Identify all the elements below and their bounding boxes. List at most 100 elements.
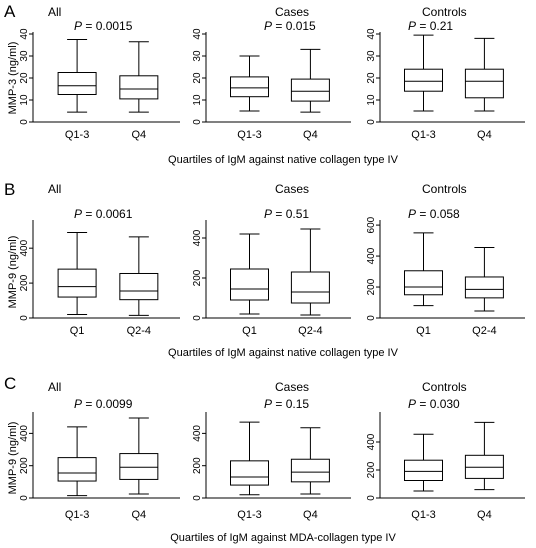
category-label: Q1-3 xyxy=(237,129,261,141)
y-tick-label: 0 xyxy=(366,315,377,321)
p-value-symbol: P xyxy=(408,19,416,33)
category-label: Q1-3 xyxy=(411,509,435,521)
p-value-number: = 0.030 xyxy=(416,397,460,411)
p-value-symbol: P xyxy=(408,397,416,411)
p-value-symbol: P xyxy=(74,397,82,411)
subplot-all: All P = 0.0061 0 200 400 Q1 Q2-4 xyxy=(19,182,180,337)
p-value-symbol: P xyxy=(74,207,82,221)
iqr-box xyxy=(57,268,97,298)
p-value: P = 0.21 xyxy=(408,19,453,33)
subplot-title: Cases xyxy=(275,182,309,196)
y-tick-label: 200 xyxy=(366,278,377,295)
y-tick-label: 20 xyxy=(192,72,203,84)
category-label: Q2-4 xyxy=(472,325,496,337)
box-1 xyxy=(57,426,97,497)
y-tick-label: 200 xyxy=(366,461,377,478)
y-tick-label: 0 xyxy=(19,119,30,125)
axes xyxy=(379,220,525,319)
iqr-box xyxy=(119,75,159,100)
y-tick-label: 40 xyxy=(192,28,203,40)
p-value-number: = 0.21 xyxy=(416,19,453,33)
iqr-box xyxy=(57,72,97,95)
category-label: Q1-3 xyxy=(65,509,89,521)
box-2 xyxy=(119,236,159,316)
iqr-box xyxy=(290,458,330,483)
y-tick-label: 40 xyxy=(366,28,377,40)
panel-b: B MMP-9 (ng/ml) Quartiles of IgM against n… xyxy=(4,180,525,359)
subplot-title: All xyxy=(48,182,61,196)
panel-a: A MMP-3 (ng/ml) Quartiles of IgM against n… xyxy=(4,2,525,166)
subplot-title: Controls xyxy=(422,182,467,196)
p-value: P = 0.058 xyxy=(408,207,460,221)
y-tick-label: 10 xyxy=(192,94,203,106)
subplot-all: All P = 0.0015 0 10 20 30 40 Q1-3 Q4 xyxy=(19,5,180,141)
box-1 xyxy=(57,231,97,316)
panel-letter: C xyxy=(4,374,16,393)
y-tick-label: 200 xyxy=(19,457,30,474)
category-label: Q2-4 xyxy=(298,325,322,337)
subplot-title: All xyxy=(48,380,61,394)
x-axis-label: Quartiles of IgM against native collagen… xyxy=(168,154,399,166)
category-label: Q1 xyxy=(416,325,431,337)
box-2 xyxy=(290,48,330,113)
p-value-number: = 0.058 xyxy=(416,207,460,221)
y-tick-label: 0 xyxy=(192,119,203,125)
box-2 xyxy=(119,41,159,113)
box-1 xyxy=(404,232,443,307)
iqr-box xyxy=(290,271,330,304)
y-tick-label: 10 xyxy=(366,94,377,106)
y-tick-label: 30 xyxy=(19,50,30,62)
y-tick-label: 30 xyxy=(192,50,203,62)
p-value-number: = 0.0099 xyxy=(82,397,133,411)
p-value-number: = 0.015 xyxy=(272,19,316,33)
box-1 xyxy=(404,433,443,492)
iqr-box xyxy=(290,78,330,102)
p-value-symbol: P xyxy=(264,19,272,33)
axes xyxy=(205,412,351,499)
y-tick-label: 0 xyxy=(366,119,377,125)
y-axis-label: MMP-9 (ng/ml) xyxy=(7,422,19,495)
y-tick-label: 400 xyxy=(192,425,203,442)
box-2 xyxy=(464,247,504,312)
category-label: Q4 xyxy=(477,509,492,521)
y-tick-label: 0 xyxy=(192,315,203,321)
subplot-controls: Controls P = 0.030 0 200 400 Q1-3 Q4 xyxy=(366,380,525,521)
p-value: P = 0.0099 xyxy=(74,397,133,411)
y-tick-label: 400 xyxy=(19,425,30,442)
iqr-box xyxy=(464,276,504,299)
box-2 xyxy=(290,427,330,495)
box-2 xyxy=(290,228,330,316)
iqr-box xyxy=(404,68,443,92)
y-tick-label: 0 xyxy=(19,495,30,501)
subplot-title: Cases xyxy=(275,380,309,394)
category-label: Q2-4 xyxy=(127,325,151,337)
y-tick-label: 400 xyxy=(366,433,377,450)
panel-c: C MMP-9 (ng/ml) Quartiles of IgM against M… xyxy=(4,374,525,544)
box-2 xyxy=(464,37,504,112)
y-axis-label: MMP-9 (ng/ml) xyxy=(7,236,19,309)
iqr-box xyxy=(230,76,269,98)
box-1 xyxy=(404,34,443,112)
y-tick-label: 400 xyxy=(19,239,30,256)
iqr-box xyxy=(119,272,159,301)
category-label: Q1-3 xyxy=(237,509,261,521)
category-label: Q4 xyxy=(303,129,318,141)
category-label: Q1 xyxy=(70,325,85,337)
x-axis-label: Quartiles of IgM against native collagen… xyxy=(168,347,399,359)
box-1 xyxy=(57,39,97,113)
axes xyxy=(205,32,351,123)
p-value: P = 0.015 xyxy=(264,19,316,33)
y-tick-label: 200 xyxy=(19,274,30,291)
p-value-number: = 0.0015 xyxy=(82,19,133,33)
p-value: P = 0.030 xyxy=(408,397,460,411)
panel-letter: A xyxy=(4,2,16,21)
iqr-box xyxy=(230,460,269,486)
y-axis-label: MMP-3 (ng/ml) xyxy=(7,42,19,115)
box-1 xyxy=(230,55,269,112)
axes xyxy=(32,220,180,319)
p-value: P = 0.0061 xyxy=(74,207,133,221)
box-1 xyxy=(230,233,269,315)
